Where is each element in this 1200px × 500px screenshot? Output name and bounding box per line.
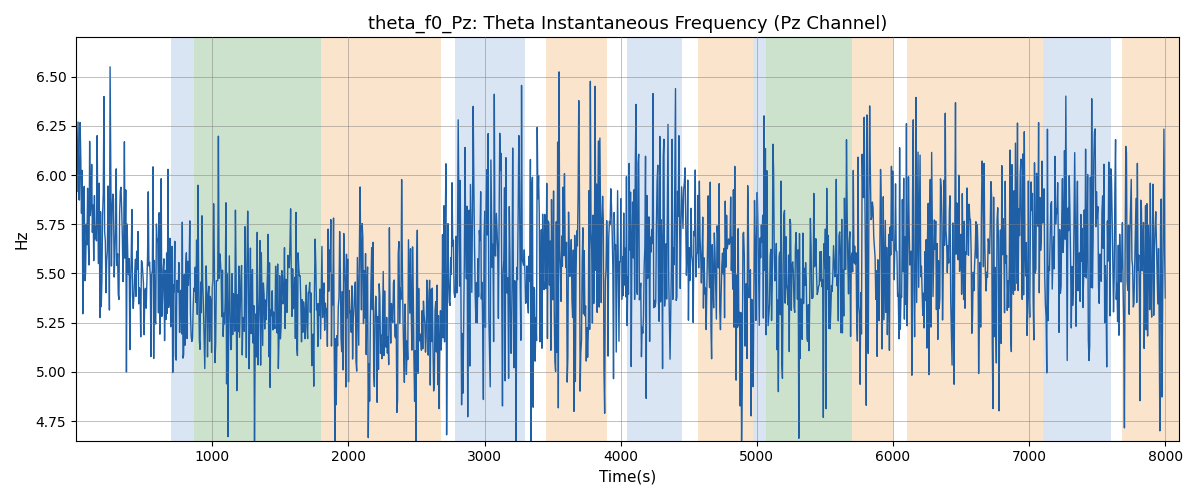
Title: theta_f0_Pz: Theta Instantaneous Frequency (Pz Channel): theta_f0_Pz: Theta Instantaneous Frequen… (367, 15, 887, 34)
Bar (194, 38, 322, 440)
Bar (607, 38, 628, 440)
Y-axis label: Hz: Hz (14, 230, 30, 249)
X-axis label: Time(s): Time(s) (599, 470, 656, 485)
Bar (682, 38, 698, 440)
Bar (1043, 38, 1111, 440)
Bar (1122, 38, 1178, 440)
Bar (852, 38, 893, 440)
Bar (172, 38, 194, 440)
Bar (628, 38, 682, 440)
Bar (526, 38, 546, 440)
Bar (907, 38, 1043, 440)
Bar (455, 38, 526, 440)
Bar (546, 38, 607, 440)
Bar (893, 38, 907, 440)
Bar (767, 38, 852, 440)
Bar (440, 38, 455, 440)
Bar (698, 38, 752, 440)
Bar (752, 38, 767, 440)
Bar (322, 38, 440, 440)
Bar (1111, 38, 1122, 440)
